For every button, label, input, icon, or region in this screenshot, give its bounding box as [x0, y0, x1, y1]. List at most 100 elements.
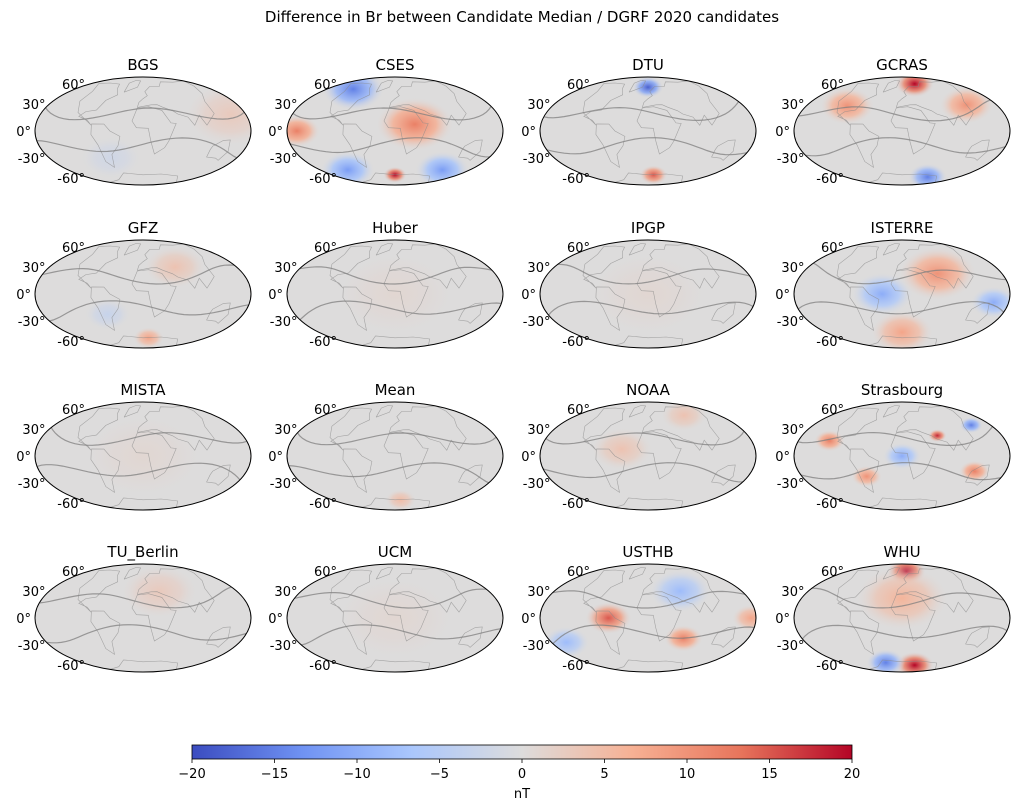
latitude-label: -60° — [816, 497, 844, 512]
anomaly-blob — [851, 465, 883, 488]
latitude-label: 0° — [775, 612, 790, 627]
latitude-label: 60° — [567, 78, 590, 93]
zero-contour — [805, 137, 1006, 157]
latitude-label: -60° — [562, 172, 590, 187]
figure-title: Difference in Br between Candidate Media… — [265, 8, 779, 26]
coastline — [636, 106, 682, 155]
map-field — [794, 564, 1010, 672]
zero-contour — [42, 264, 235, 285]
coastline — [389, 80, 467, 126]
map-field — [794, 77, 1010, 185]
map-field — [35, 240, 251, 348]
coastline — [206, 139, 231, 161]
coastline — [90, 286, 121, 332]
latitude-label: 0° — [16, 612, 31, 627]
zero-contour — [543, 101, 740, 122]
coastline — [628, 405, 647, 418]
latitude-label: -60° — [57, 335, 85, 350]
coastline — [342, 610, 373, 656]
coastline — [361, 659, 431, 670]
latitude-label: 60° — [567, 241, 590, 256]
map-panel: Mean 60° 30° 0° -30° -60° — [268, 381, 504, 512]
coastline — [77, 407, 121, 451]
map-panel: NOAA 60° 30° 0° -30° -60° — [521, 381, 757, 512]
latitude-label: 30° — [527, 261, 550, 276]
map-panel: BGS 60° 30° 0° -30° -60° — [16, 56, 252, 187]
latitude-label: -30° — [18, 315, 46, 330]
zero-contour — [552, 624, 755, 645]
coastline — [965, 626, 990, 648]
panel-title: MISTA — [120, 381, 166, 399]
latitude-label: 60° — [821, 241, 844, 256]
coastline — [582, 245, 626, 289]
coastline — [896, 243, 974, 289]
latitude-label: 30° — [527, 98, 550, 113]
coastline — [595, 610, 626, 656]
coastline — [868, 172, 938, 183]
panel-title: BGS — [127, 56, 158, 74]
colorbar-tick-label: 10 — [679, 767, 696, 782]
zero-contour — [543, 462, 743, 483]
map-outline — [539, 239, 757, 349]
zero-contour — [36, 137, 237, 159]
anomaly-blob — [639, 165, 668, 185]
latitude-label: 0° — [268, 612, 283, 627]
colorbar-tick-label: −20 — [178, 767, 205, 782]
latitude-label: 30° — [22, 98, 45, 113]
coastline — [361, 335, 431, 346]
coastline — [361, 497, 431, 508]
map-field — [540, 402, 756, 510]
map-panel: Huber 60° 30° 0° -30° -60° — [268, 219, 504, 350]
coastline — [383, 269, 429, 318]
latitude-label: 0° — [521, 125, 536, 140]
coastline — [131, 593, 177, 642]
colorbar-tick-label: 15 — [761, 767, 778, 782]
map-outline — [286, 76, 504, 186]
coastline — [896, 405, 974, 451]
map-panel: WHU 60° 30° 0° -30° -60° — [775, 543, 1011, 674]
coastline — [882, 80, 901, 93]
coastline — [458, 139, 483, 161]
coastline — [614, 497, 684, 508]
anomaly-blob — [632, 77, 664, 98]
map-panel: CSES 60° 30° 0° -30° -60° — [268, 56, 504, 187]
coastline — [458, 626, 483, 648]
map-outline — [34, 401, 252, 511]
colorbar-tick-label: 5 — [600, 767, 608, 782]
coastline — [595, 448, 626, 494]
latitude-label: 0° — [521, 288, 536, 303]
coastline — [849, 448, 880, 494]
latitude-label: -30° — [270, 639, 298, 654]
latitude-label: 60° — [314, 78, 337, 93]
coastline — [361, 172, 431, 183]
zero-contour — [545, 430, 745, 446]
coastline — [890, 431, 936, 480]
map-panels: BGS60°30°0°-30°-60°CSES60°30°0°-30°-60°D… — [16, 56, 1011, 674]
coastline — [636, 431, 682, 480]
coastline — [836, 569, 880, 613]
zero-contour — [797, 426, 993, 446]
coastline — [882, 405, 901, 418]
colorbar-tick-label: −5 — [430, 767, 449, 782]
latitude-label: -60° — [309, 497, 337, 512]
panel-title: TU_Berlin — [106, 543, 178, 562]
map-panel: Strasbourg 60° 30° 0° -30° -60° — [775, 381, 1011, 512]
zero-contour — [299, 300, 502, 321]
coastline — [896, 80, 974, 126]
coastline — [123, 80, 142, 93]
latitude-label: 0° — [268, 450, 283, 465]
map-outline — [539, 401, 757, 511]
coastline — [123, 567, 142, 580]
coastline — [636, 593, 682, 642]
coastline — [109, 172, 179, 183]
anomaly-blob — [79, 136, 143, 180]
coastline — [965, 139, 990, 161]
map-field — [540, 240, 756, 348]
zero-contour — [45, 107, 245, 121]
latitude-label: 30° — [22, 261, 45, 276]
colorbar: −20 −15 −10 −5 0 5 10 15 20 nT — [178, 744, 860, 802]
coastline — [711, 626, 736, 648]
latitude-label: -30° — [270, 315, 298, 330]
latitude-label: -60° — [57, 659, 85, 674]
